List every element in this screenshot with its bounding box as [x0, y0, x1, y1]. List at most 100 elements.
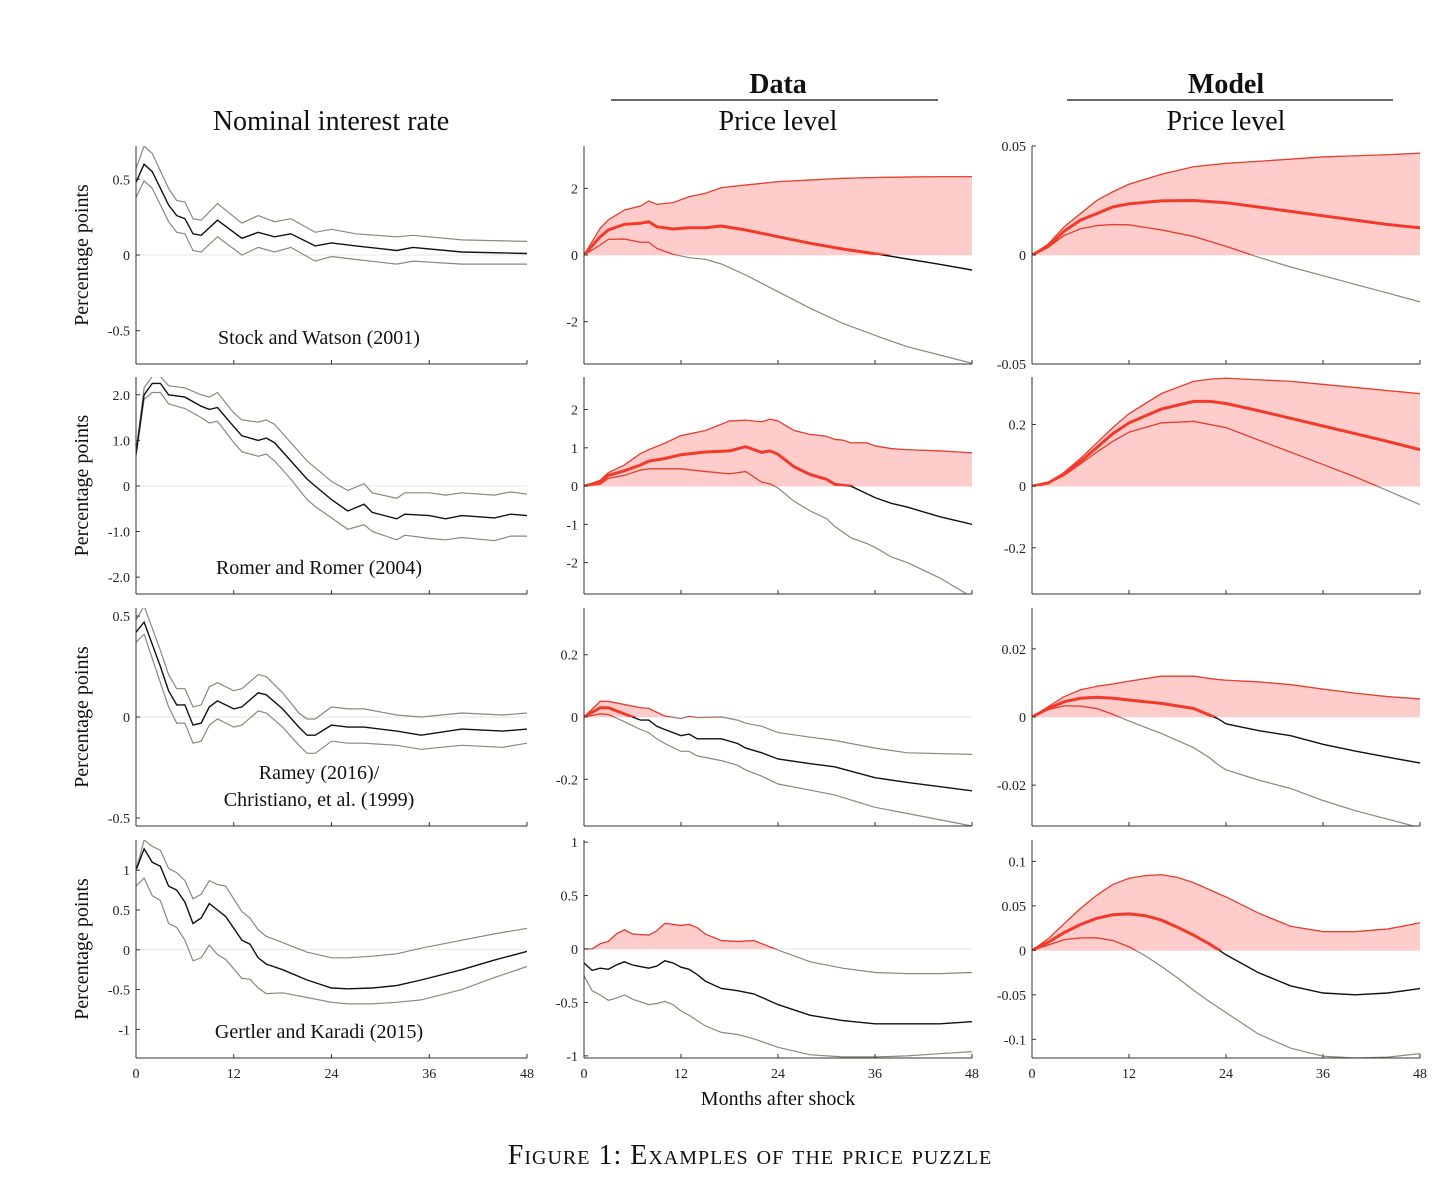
point-estimate-line-positive — [1032, 695, 1218, 717]
figure-caption: Figure 1: Examples of the price puzzle — [508, 1140, 992, 1171]
upper-bound-line-positive — [584, 922, 777, 949]
x-tick-label: 12 — [227, 1067, 241, 1082]
upper-bound-line — [136, 146, 527, 242]
x-tick-label: 48 — [520, 1067, 534, 1082]
lower-bound-line — [584, 975, 972, 1058]
y-tick-label: 0.05 — [1002, 140, 1027, 155]
lower-bound-line-positive — [1032, 937, 1137, 951]
y-axis-label: Percentage points — [71, 414, 93, 556]
y-tick-label: 0 — [1019, 944, 1026, 959]
plot-area — [136, 146, 527, 265]
panel-r2-c1: 0.2 0 -0.2 — [556, 608, 973, 827]
y-tick-label: -0.5 — [108, 984, 130, 999]
confidence-band-fill — [584, 923, 972, 949]
panel-r2-c2: 0.02 0 -0.02 — [997, 608, 1421, 827]
x-axis-label: Months after shock — [701, 1088, 855, 1110]
y-tick-label: 2 — [571, 182, 578, 197]
point-estimate-line — [136, 382, 527, 520]
x-tick-label: 48 — [1413, 1067, 1427, 1082]
y-tick-label: 2.0 — [113, 389, 131, 404]
y-tick-label: 0 — [123, 480, 130, 495]
y-axis-label: Percentage points — [71, 878, 93, 1020]
upper-bound-line-positive — [1032, 675, 1420, 717]
point-estimate-line — [136, 163, 527, 255]
lower-bound-line-positive — [1032, 420, 1379, 487]
y-tick-label: 0 — [1019, 711, 1026, 726]
x-tick-label: 12 — [1122, 1067, 1136, 1082]
y-tick-label: 1 — [571, 836, 578, 851]
point-estimate-line-positive — [584, 706, 637, 717]
confidence-band-fill — [584, 701, 972, 717]
plot-area — [1032, 874, 1420, 1058]
x-tick-label: 36 — [422, 1067, 436, 1082]
y-tick-label: -0.5 — [108, 325, 130, 340]
study-annotation: Stock and Watson (2001) — [218, 327, 420, 349]
positive-overlay — [1032, 377, 1420, 487]
positive-overlay — [584, 176, 972, 255]
y-tick-label: -0.05 — [997, 989, 1026, 1004]
y-tick-label: 0.5 — [113, 173, 131, 188]
plot-area — [136, 377, 527, 542]
y-tick-label: -2.0 — [108, 571, 130, 586]
x-tick-label: 24 — [771, 1067, 785, 1082]
lower-bound-line — [136, 391, 527, 542]
x-tick-label: 36 — [1316, 1067, 1330, 1082]
lower-bound-line — [136, 633, 527, 754]
positive-overlay — [1032, 675, 1420, 717]
y-tick-label: -0.5 — [556, 996, 578, 1011]
header-model: Model — [1188, 69, 1264, 100]
panel-r0-c2: 0.05 0 -0.05 — [997, 140, 1421, 373]
lower-bound-line — [1032, 937, 1420, 1058]
plot-area — [1032, 377, 1420, 506]
upper-bound-line-positive — [584, 418, 972, 487]
y-axis-label: Percentage points — [71, 646, 93, 788]
upper-bound-line — [136, 840, 527, 959]
y-tick-label: -0.5 — [108, 812, 130, 827]
upper-bound-line — [136, 608, 527, 720]
point-estimate-line — [136, 620, 527, 736]
y-tick-label: 0 — [571, 249, 578, 264]
point-estimate-line-positive — [1032, 198, 1420, 255]
panel-r0-c1: 2 0 -2 — [566, 146, 973, 365]
y-tick-label: 0 — [571, 711, 578, 726]
y-tick-label: -1 — [118, 1023, 130, 1038]
y-tick-label: 0 — [123, 944, 130, 959]
lower-bound-line — [136, 179, 527, 265]
y-tick-label: 0.5 — [561, 890, 579, 905]
lower-bound-line-positive — [584, 468, 776, 487]
x-tick-label: 0 — [133, 1067, 140, 1082]
y-tick-label: 0.5 — [113, 610, 131, 625]
plot-area — [136, 840, 527, 1005]
study-annotation: Gertler and Karadi (2015) — [215, 1021, 423, 1043]
y-tick-label: 0.1 — [1009, 855, 1027, 870]
point-estimate-line-positive — [584, 220, 893, 255]
y-tick-label: 0.02 — [1002, 643, 1027, 658]
x-tick-label: 36 — [868, 1067, 882, 1082]
y-tick-label: 0 — [123, 249, 130, 264]
panel-r2-c0: 0.5 0 -0.5 Percentage points Ramey (2016)/ Ch… — [71, 608, 528, 827]
upper-bound-line — [136, 377, 527, 499]
y-tick-label: 0 — [571, 480, 578, 495]
plot-area — [584, 418, 972, 594]
confidence-band-fill — [584, 176, 972, 255]
panel-r1-c0: 2.0 1.0 0 -1.0 -2.0 Percentage points Romer an… — [71, 377, 528, 595]
y-tick-label: -1.0 — [108, 526, 130, 541]
panel-r0-c0: 0.5 0 -0.5 Percentage points Stock and Watso… — [71, 146, 528, 365]
upper-bound-line-positive — [1032, 377, 1420, 487]
lower-bound-line — [584, 468, 968, 594]
y-tick-label: 0.5 — [113, 904, 131, 919]
y-tick-label: 0 — [1019, 249, 1026, 264]
plot-area — [584, 700, 972, 826]
y-tick-label: -2 — [566, 316, 578, 331]
y-tick-label: -2 — [566, 557, 578, 572]
confidence-band-fill — [1032, 378, 1420, 487]
plot-area — [1032, 675, 1420, 826]
lower-bound-line-positive — [584, 976, 972, 1057]
x-tick-label: 0 — [581, 1067, 588, 1082]
point-estimate-line-positive — [584, 445, 855, 487]
y-tick-label: 1.0 — [113, 434, 131, 449]
positive-overlay — [584, 922, 972, 1057]
point-estimate-line-positive — [1032, 399, 1420, 487]
column-title-data-price-level: Price level — [719, 106, 838, 137]
lower-bound-line-positive — [584, 238, 680, 255]
